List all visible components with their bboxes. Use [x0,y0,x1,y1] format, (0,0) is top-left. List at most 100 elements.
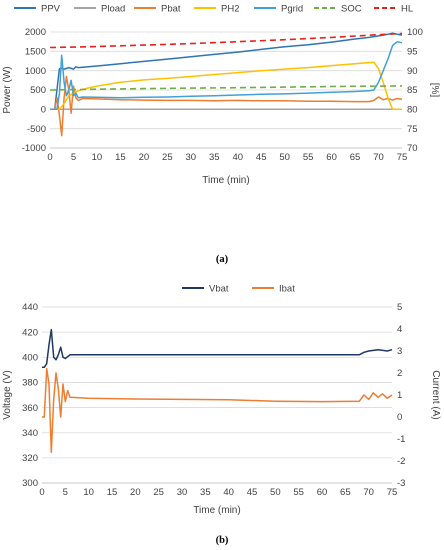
panel-label: (a) [216,254,229,265]
y-tick-label: 400 [22,352,38,363]
x-tick-label: 25 [153,487,164,498]
y-tick-label: 500 [30,85,46,96]
legend-item: Pgrid [254,3,303,14]
x-tick-label: 70 [373,152,384,163]
x-tick-label: 60 [317,487,328,498]
series-line-vbat [42,328,393,369]
y-tick-label: -1000 [22,143,46,154]
x-tick-label: 15 [115,152,126,163]
y-tick-label: 1000 [25,66,46,77]
legend-label: Pgrid [281,3,303,14]
x-tick-label: 10 [83,487,94,498]
y2-axis-title: Current (A) [430,370,441,419]
x-tick-label: 20 [139,152,150,163]
y-tick-label: 440 [22,302,38,313]
legend-item: Pbat [134,3,181,14]
y-tick-label: 300 [22,478,38,489]
y-tick-label: 320 [22,453,38,464]
y2-tick-label: 1 [397,390,402,401]
chart-b: 0 5 10 15 20 25 30 35 40 45 50 55 60 65 70 753003203403… [2,283,441,546]
x-tick-label: 5 [71,152,76,163]
chart-a: 0 5 10 15 20 25 30 35 40 45 50 55 60 65 70 75-1000-5000… [2,3,440,265]
x-axis-title: Time (min) [202,175,249,186]
y-axis-title: Voltage (V) [2,370,13,419]
y-tick-label: 0 [41,105,46,116]
series-line-soc [49,85,403,91]
y2-tick-label: 80 [407,105,418,116]
y2-tick-label: 75 [407,124,418,135]
y-tick-label: 1500 [25,47,46,58]
y-tick-label: 420 [22,327,38,338]
legend-label: Pload [101,3,125,14]
x-tick-label: 20 [130,487,141,498]
y2-tick-label: 95 [407,47,418,58]
x-tick-label: 45 [256,152,267,163]
y2-tick-label: 90 [407,66,418,77]
y-tick-label: 360 [22,403,38,414]
y2-tick-label: 0 [397,412,402,423]
y2-tick-label: 100 [407,27,423,38]
y2-tick-label: -2 [397,456,405,467]
panel-label: (b) [216,535,229,546]
y-tick-label: 340 [22,428,38,439]
x-tick-label: 0 [39,487,44,498]
x-tick-label: 40 [223,487,234,498]
x-tick-label: 50 [270,487,281,498]
y2-axis-title: [%] [429,83,440,98]
legend-label: Pbat [161,3,181,14]
x-tick-label: 70 [363,487,374,498]
y2-tick-label: 2 [397,368,402,379]
series-line-ibat [42,367,393,453]
x-tick-label: 75 [397,152,408,163]
x-tick-label: 35 [209,152,220,163]
series-line-hl [49,32,403,49]
y-tick-label: -500 [27,124,46,135]
x-tick-label: 65 [350,152,361,163]
legend-item: SOC [314,3,362,14]
x-tick-label: 0 [47,152,52,163]
x-tick-label: 60 [326,152,337,163]
legend-label: Ibat [279,283,295,294]
x-tick-label: 55 [303,152,314,163]
x-tick-label: 35 [200,487,211,498]
x-tick-label: 10 [92,152,103,163]
x-tick-label: 45 [247,487,258,498]
x-tick-label: 65 [340,487,351,498]
legend-item: Ibat [252,283,295,294]
x-tick-label: 55 [293,487,304,498]
y-tick-label: 380 [22,378,38,389]
y2-tick-label: 70 [407,143,418,154]
y-axis-title: Power (W) [2,66,13,113]
legend-item: PH2 [194,3,239,14]
x-tick-label: 30 [186,152,197,163]
x-tick-label: 30 [177,487,188,498]
legend-label: PH2 [221,3,239,14]
legend-label: PPV [41,3,61,14]
series-line-ph2 [50,61,402,111]
series-line-pgrid [50,40,403,111]
legend-label: HL [401,3,413,14]
x-tick-label: 75 [387,487,398,498]
legend-item: Vbat [182,283,229,294]
x-tick-label: 25 [162,152,173,163]
legend-label: SOC [341,3,362,14]
x-axis-title: Time (min) [193,505,240,516]
legend-item: Pload [74,3,125,14]
series-line-ppv [50,32,403,111]
y-tick-label: 2000 [25,27,46,38]
legend-item: PPV [14,3,61,14]
x-tick-label: 15 [107,487,118,498]
x-tick-label: 40 [232,152,243,163]
x-tick-label: 5 [63,487,68,498]
y2-tick-label: 4 [397,324,402,335]
y2-tick-label: -1 [397,434,405,445]
legend-label: Vbat [209,283,229,294]
y2-tick-label: 5 [397,302,402,313]
x-tick-label: 50 [279,152,290,163]
y2-tick-label: 3 [397,346,402,357]
y2-tick-label: 85 [407,85,418,96]
y2-tick-label: -3 [397,478,405,489]
legend-item: HL [374,3,413,14]
